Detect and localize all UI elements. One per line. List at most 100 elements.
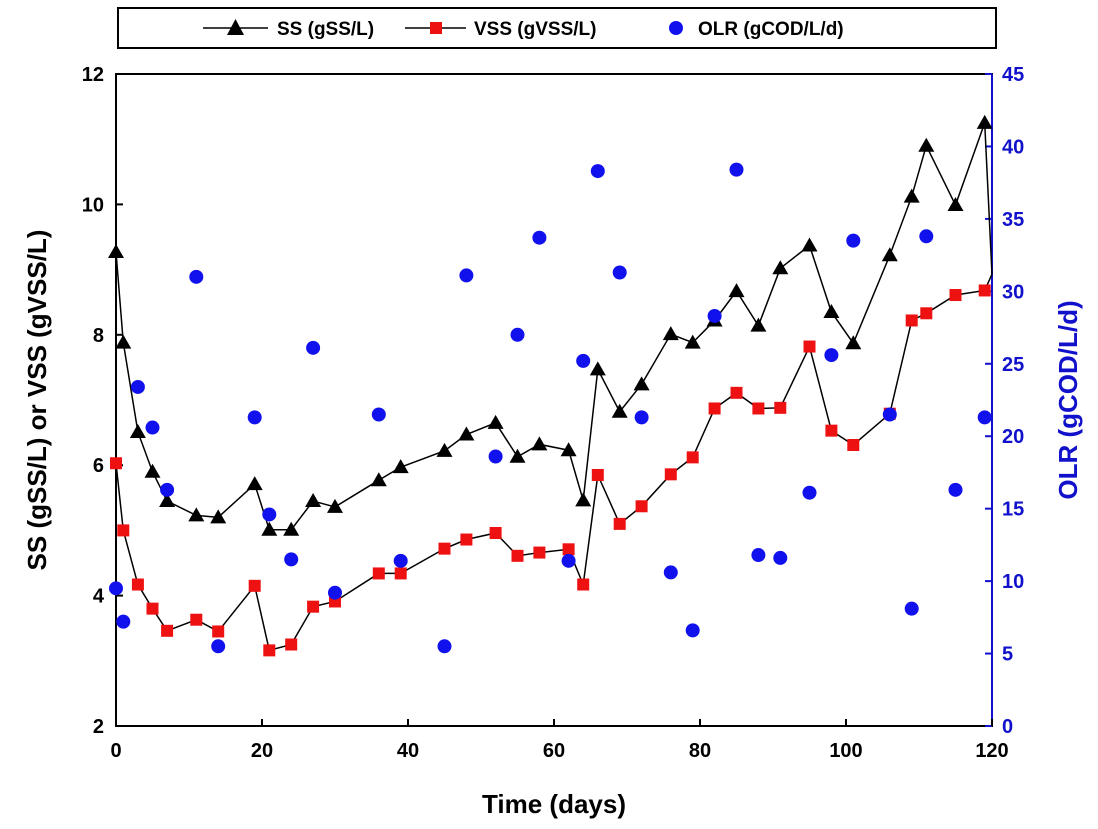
vss-point [825,424,838,437]
ss-point [560,442,577,457]
olr-point [328,585,342,600]
ss-point [823,303,840,318]
olr-point [802,485,817,500]
vss-point [438,542,451,555]
y-right-tick-label: 30 [1002,281,1024,303]
vss-point [635,500,648,513]
series-vss [110,273,993,657]
legend-label-olr: OLR (gCOD/L/d) [698,19,844,40]
y-tick-label: 8 [93,325,104,347]
ss-point [115,334,132,349]
right-axis-ticks: 0 5 10 15 20 25 30 35 40 45 [985,64,1024,738]
olr-point [904,601,919,616]
olr-point [116,614,131,629]
vss-point [394,567,407,580]
vss-point [905,314,918,327]
vss-point [263,644,276,657]
vss-point [190,613,203,626]
olr-point [262,507,277,522]
ss-point [392,459,409,474]
y-tick-label: 2 [93,716,104,738]
vss-point [708,402,721,415]
y-right-tick-label: 20 [1002,426,1024,448]
vss-point [803,340,816,353]
ss-point [633,376,650,391]
vss-point [774,401,787,414]
vss-point [117,524,130,537]
vss-point [920,307,933,320]
vss-point [686,451,699,464]
bottom-axis-ticks: 0 20 40 60 80 100 120 [110,719,1009,762]
vss-point [978,284,991,297]
ss-point [458,426,475,441]
olr-point [145,420,160,435]
ss-point [305,493,322,508]
olr-point [306,340,321,355]
olr-point [284,552,299,567]
olr-point [751,548,766,563]
legend-label-vss: VSS (gVSS/L) [474,19,596,40]
olr-point [109,581,123,596]
ss-point [327,498,343,513]
olr-point [948,482,963,497]
olr-point [919,229,934,244]
ss-point [903,188,920,203]
vss-point [533,546,546,559]
olr-point [247,410,262,425]
x-tick-label: 0 [110,740,121,762]
olr-point [882,407,897,422]
vss-point [613,517,626,530]
y-right-tick-label: 15 [1002,499,1024,521]
olr-point [773,550,788,565]
legend-olr-marker [669,21,683,35]
y-tick-label: 10 [82,194,104,216]
x-tick-label: 120 [975,740,1008,762]
olr-point [707,308,722,323]
y-right-tick-label: 45 [1002,64,1024,86]
ss-point [976,114,993,129]
vss-point [285,638,298,651]
olr-point [437,639,452,654]
ss-point [728,283,745,298]
legend-ss-marker [227,19,244,35]
vss-point [847,438,860,451]
olr-point [510,327,525,342]
x-tick-label: 60 [543,740,565,762]
ss-point [188,507,205,522]
ss-point [750,317,767,332]
y-axis-title-right: OLR (gCOD/L/d) [1053,300,1083,499]
ss-point [436,442,453,457]
ss-point [261,521,278,536]
vss-point [730,386,743,399]
vss-point [307,600,320,613]
vss-point [146,602,159,615]
ss-point [531,436,548,451]
ss-line [115,122,993,531]
vss-point [489,527,502,540]
ss-point [662,326,679,341]
ss-point [575,492,592,507]
ss-point [129,423,146,438]
vss-point [248,579,261,592]
ss-point [246,476,263,491]
olr-point [130,379,145,394]
legend-vss-marker [430,22,442,34]
vss-point [131,578,144,591]
ss-point [283,521,300,536]
olr-point [459,268,474,283]
y-right-tick-label: 10 [1002,571,1024,593]
y-tick-label: 4 [93,586,105,608]
olr-point [393,553,408,568]
olr-point [576,353,591,368]
vss-point [110,457,122,470]
olr-point [590,164,605,179]
olr-point [561,553,576,568]
ss-point [772,260,789,275]
olr-point [663,565,678,580]
ss-point [881,247,898,262]
ss-point [589,361,606,376]
ss-point [159,493,176,508]
x-axis-title: Time (days) [482,789,626,819]
vss-point [372,567,385,580]
ss-point [611,403,628,418]
